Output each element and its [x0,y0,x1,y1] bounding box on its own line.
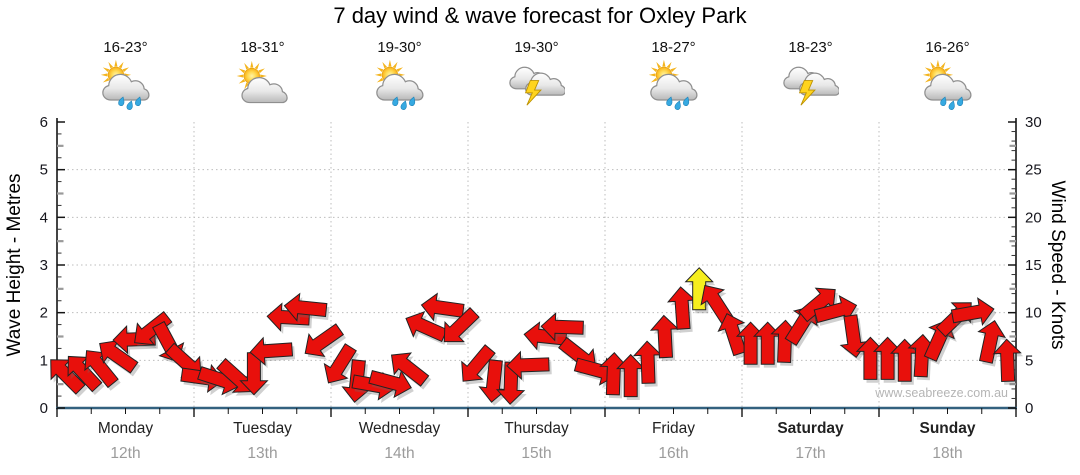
forecast-day-column: 18-27° [605,38,742,116]
wind-speed-tick-label: 0 [1025,400,1033,417]
day-date-label: 18th [932,445,962,462]
forecast-day-column: 16-23° [57,38,194,116]
temp-range-label: 19-30° [514,39,559,56]
wave-height-tick-label: 4 [40,209,48,226]
wind-arrow [992,338,1022,383]
wind-arrow [283,292,328,322]
wind-arrow [798,287,836,323]
temp-range-label: 16-23° [103,39,148,56]
wind-arrow [599,351,629,396]
wind-speed-tick-label: 15 [1025,257,1042,274]
wind-speed-tick-label: 20 [1025,209,1042,226]
wind-arrow [461,344,496,382]
temp-range-label: 18-27° [651,39,696,56]
temp-range-label: 18-31° [240,39,285,56]
wind-arrow [700,284,734,325]
wind-arrow [420,292,465,322]
day-date-label: 15th [521,445,551,462]
sun-cloud-rain-icon [374,59,424,110]
wind-speed-tick-label: 10 [1025,305,1042,322]
wave-height-tick-label: 2 [40,305,48,322]
sun-cloud-icon [236,60,288,104]
wind-speed-tick-label: 30 [1025,114,1042,131]
wind-arrow [84,350,119,389]
wind-arrow [872,336,903,380]
wind-arrow [506,350,550,380]
wave-height-tick-label: 6 [40,114,48,131]
wave-height-tick-label: 0 [40,400,48,417]
axes: 0 1 2 3 4 5 6 0 5 10 15 20 25 30 Monday 12th Tuesday 13th… [40,114,1042,462]
wind-arrow [239,352,269,396]
wind-arrow [540,312,584,342]
storm-cloud-icon [782,66,839,106]
wind-arrow [323,343,357,384]
y-axis-label-wind-speed: Wind Speed - Knots [1047,180,1068,350]
storm-wind-arrow [684,267,714,311]
day-name-label: Tuesday [233,420,292,437]
forecast-day-column: 18-31° [194,38,331,116]
wind-arrow [667,286,697,330]
day-name-label: Saturday [777,420,844,437]
day-name-label: Wednesday [359,420,441,437]
wind-arrow [616,353,646,398]
temp-range-label: 18-23° [788,39,833,56]
storm-cloud-icon [508,66,565,106]
forecast-day-column: 19-30° [468,38,605,116]
sun-cloud-rain-icon [922,59,972,110]
temp-range-label: 16-26° [925,39,970,56]
wind-speed-tick-label: 25 [1025,162,1042,179]
wave-height-tick-label: 5 [40,162,48,179]
forecast-day-column: 16-26° [879,38,1016,116]
wind-arrow [977,320,1007,364]
day-name-label: Sunday [920,420,976,437]
watermark: www.seabreeze.com.au [874,386,1008,400]
day-date-label: 17th [795,445,825,462]
wave-height-tick-label: 1 [40,352,48,369]
wind-arrow-series [50,267,1024,408]
wind-arrow [99,339,139,374]
daily-summary-row: 16-23° 18-31° 19-30° 19-30° 18-27° 18-23° 16-2… [57,38,1016,116]
wind-arrow [649,314,680,359]
temp-range-label: 19-30° [377,39,422,56]
wind-arrow [67,355,103,393]
day-date-label: 12th [110,445,140,462]
day-date-label: 13th [247,445,277,462]
wind-arrow [390,352,430,387]
page-title: 7 day wind & wave forecast for Oxley Par… [333,3,747,28]
day-date-label: 16th [658,445,688,462]
day-name-label: Monday [98,420,153,437]
sun-cloud-rain-icon [648,59,698,110]
y-axis-label-wave-height: Wave Height - Metres [4,173,25,357]
wind-arrow [50,359,86,395]
day-name-label: Friday [652,420,695,437]
sun-cloud-rain-icon [100,59,150,110]
wind-arrow [249,336,294,366]
day-date-label: 14th [384,445,414,462]
wind-arrow [368,369,412,399]
wind-arrow [405,310,448,343]
wave-height-tick-label: 3 [40,257,48,274]
wind-arrow [304,323,345,358]
wind-speed-tick-label: 5 [1025,352,1033,369]
wind-arrow [950,297,995,327]
forecast-day-column: 19-30° [331,38,468,116]
day-name-label: Thursday [504,420,569,437]
forecast-day-column: 18-23° [742,38,879,116]
wind-arrow [632,340,663,384]
wind-arrow [443,307,480,343]
